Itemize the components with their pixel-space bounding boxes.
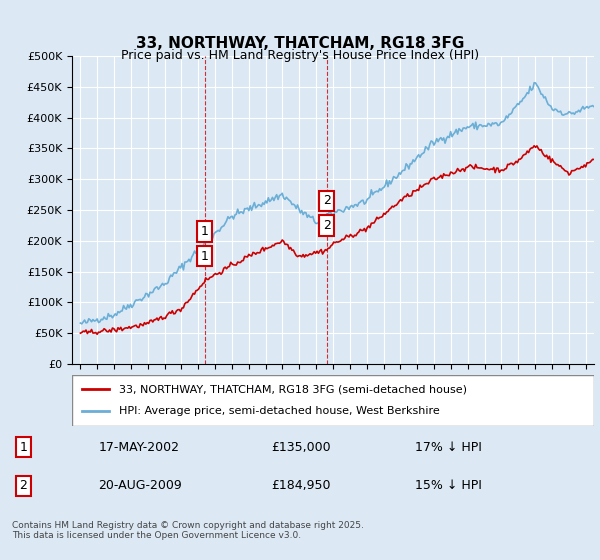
Text: 2: 2 xyxy=(20,479,28,492)
Text: 1: 1 xyxy=(201,250,209,263)
Text: 17% ↓ HPI: 17% ↓ HPI xyxy=(415,441,482,454)
Text: 33, NORTHWAY, THATCHAM, RG18 3FG (semi-detached house): 33, NORTHWAY, THATCHAM, RG18 3FG (semi-d… xyxy=(119,384,467,394)
Text: 1: 1 xyxy=(201,225,209,238)
Text: 20-AUG-2009: 20-AUG-2009 xyxy=(98,479,182,492)
Text: £135,000: £135,000 xyxy=(271,441,331,454)
Text: 33, NORTHWAY, THATCHAM, RG18 3FG: 33, NORTHWAY, THATCHAM, RG18 3FG xyxy=(136,36,464,52)
Text: Price paid vs. HM Land Registry's House Price Index (HPI): Price paid vs. HM Land Registry's House … xyxy=(121,49,479,62)
Text: HPI: Average price, semi-detached house, West Berkshire: HPI: Average price, semi-detached house,… xyxy=(119,407,440,417)
Text: Contains HM Land Registry data © Crown copyright and database right 2025.
This d: Contains HM Land Registry data © Crown c… xyxy=(12,521,364,540)
Text: 15% ↓ HPI: 15% ↓ HPI xyxy=(415,479,482,492)
Text: 2: 2 xyxy=(323,194,331,207)
Text: 17-MAY-2002: 17-MAY-2002 xyxy=(98,441,179,454)
Text: 1: 1 xyxy=(20,441,28,454)
Text: £184,950: £184,950 xyxy=(271,479,331,492)
Text: 2: 2 xyxy=(323,219,331,232)
